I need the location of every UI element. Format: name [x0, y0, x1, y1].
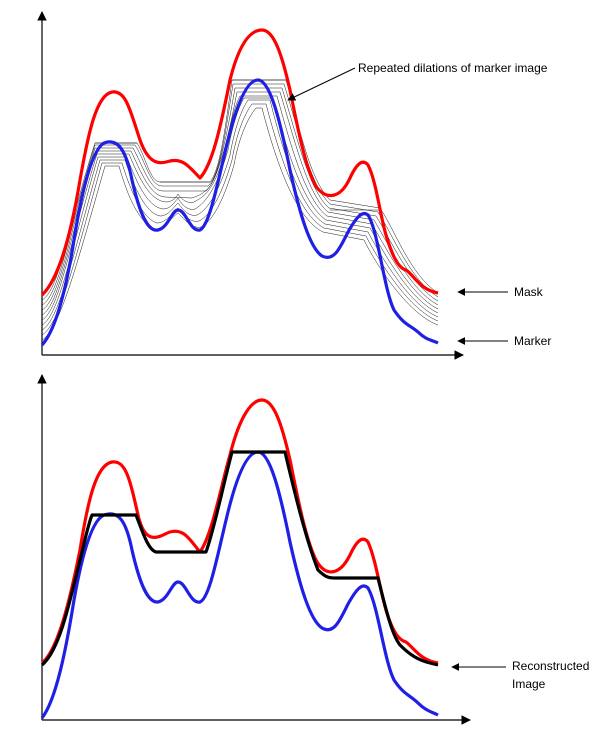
top-panel: Repeated dilations of marker image Mask …: [37, 11, 551, 360]
pointer-dilations: [287, 67, 356, 101]
bottom-panel: Reconstructed Image: [37, 374, 589, 725]
top-marker-curve: [40, 78, 439, 347]
label-repeated-dilations: Repeated dilations of marker image: [358, 61, 548, 75]
bottom-mask-curve: [40, 398, 439, 665]
label-reconstructed: Reconstructed: [512, 659, 589, 673]
label-mask: Mask: [514, 285, 544, 299]
label-marker: Marker: [514, 334, 551, 348]
reconstructed-image-curve: [40, 450, 439, 667]
top-mask-curve: [40, 28, 439, 297]
label-image: Image: [512, 677, 546, 691]
